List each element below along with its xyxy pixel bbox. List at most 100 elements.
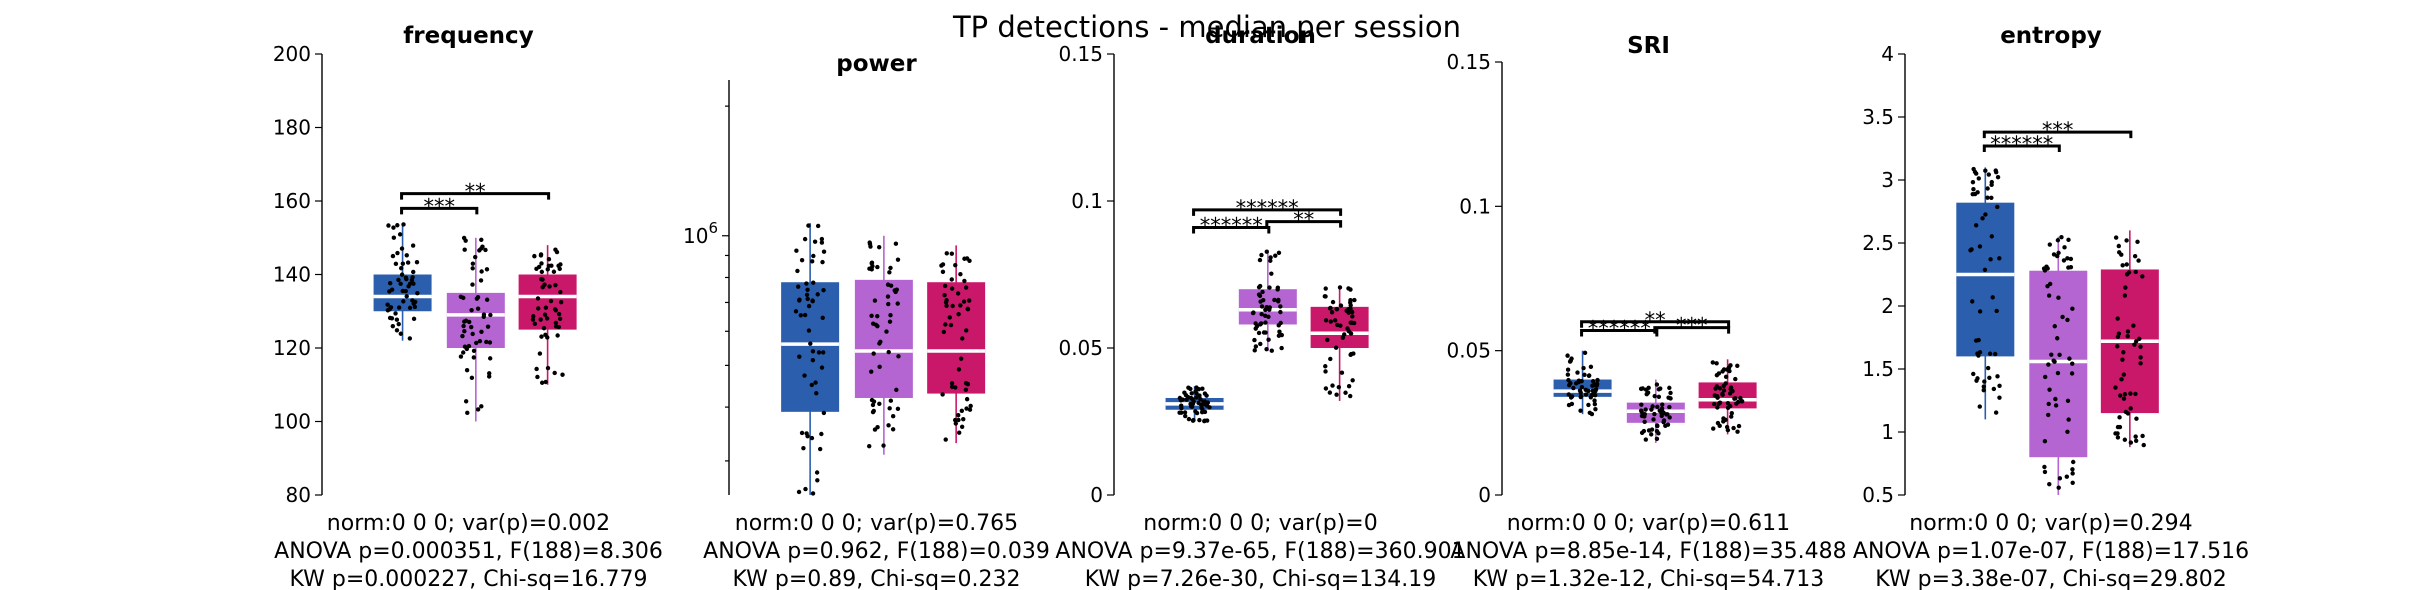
sample-dot (554, 324, 559, 329)
sample-dot (956, 367, 962, 372)
sample-dot (1989, 182, 1994, 188)
sample-dot (539, 380, 545, 385)
sample-dot (2046, 293, 2052, 298)
sample-dot (1207, 405, 1212, 410)
sample-dot (887, 319, 893, 324)
sample-dot (1276, 323, 1281, 328)
significance-bar (1653, 326, 1731, 334)
box-iqr (781, 282, 840, 412)
sample-dot (412, 304, 418, 310)
sample-dot (1264, 346, 1269, 352)
sample-dot (1577, 388, 1583, 393)
sample-dot (871, 408, 876, 414)
sample-dot (2122, 392, 2128, 397)
sample-dot (1335, 322, 1340, 328)
sample-dot (407, 336, 413, 341)
sample-dot (462, 247, 467, 252)
sample-dot (552, 370, 557, 376)
sample-dot (1196, 400, 1201, 406)
sample-dot (1593, 406, 1598, 412)
sample-dot (1649, 407, 1654, 412)
sample-dot (958, 356, 964, 361)
sample-dot (1594, 381, 1600, 387)
significance-label: *** (2042, 118, 2074, 142)
significance-bar (400, 192, 551, 200)
sample-dot (1193, 389, 1198, 394)
sample-dot (470, 282, 475, 287)
sample-dot (888, 398, 894, 403)
sample-dot (810, 357, 816, 363)
sample-dot (1993, 410, 1999, 415)
sample-dot (944, 303, 949, 308)
sample-dot (1259, 252, 1264, 258)
sample-dot (804, 292, 810, 298)
sample-dot (1344, 308, 1349, 313)
sample-dot (410, 243, 416, 248)
sample-dot (477, 338, 483, 344)
panel-title: frequency (403, 23, 533, 49)
sample-dot (1736, 423, 1742, 429)
sample-dot (399, 272, 405, 277)
box-iqr (927, 282, 986, 394)
sample-dot (2128, 406, 2133, 411)
sample-dot (537, 351, 543, 356)
sample-dot (2066, 265, 2071, 270)
sample-dot (875, 323, 880, 329)
sample-dot (959, 424, 965, 429)
sample-dot (949, 381, 955, 386)
sample-dot (1257, 257, 1263, 263)
sample-dot (465, 410, 470, 416)
sample-dot (548, 298, 554, 304)
sample-dot (481, 314, 486, 319)
sample-dot (461, 235, 467, 241)
sample-dot (1727, 368, 1732, 374)
sample-dot (2122, 293, 2128, 298)
sample-dot (1991, 386, 1997, 392)
sample-dot (821, 249, 827, 254)
sample-dot (1253, 326, 1258, 331)
sample-dot (2065, 429, 2070, 434)
sample-dot (553, 282, 558, 288)
sample-dot (1276, 250, 1282, 256)
sample-dot (2043, 374, 2048, 380)
sample-dot (1578, 408, 1583, 413)
sample-dot (1329, 310, 1335, 315)
sample-dot (1971, 371, 1976, 377)
sample-dot (1725, 427, 1731, 433)
sample-dot (1981, 388, 1986, 393)
sample-dot (1655, 423, 1660, 428)
significance-label: *** (1676, 314, 1708, 338)
sample-dot (811, 280, 816, 285)
y-tick-label: 0.15 (1446, 50, 1491, 74)
sample-dot (1642, 419, 1647, 424)
sample-dot (796, 489, 802, 495)
sample-dot (460, 333, 465, 339)
sample-dot (400, 288, 405, 294)
sample-dot (478, 278, 484, 283)
sample-dot (1579, 384, 1585, 390)
significance-bar (400, 206, 479, 215)
sample-dot (795, 284, 801, 289)
sample-dot (2115, 334, 2121, 339)
sample-dot (553, 320, 559, 326)
sample-dot (1575, 370, 1580, 375)
sample-dot (2138, 361, 2143, 366)
y-tick-label: 0.5 (1862, 483, 1894, 507)
box-group-1 (446, 235, 505, 422)
significance-bar (1580, 320, 1731, 328)
sample-dot (1338, 303, 1344, 308)
y-tick-label: 0.1 (1071, 189, 1103, 213)
sample-dot (1733, 376, 1738, 382)
sample-dot (1968, 248, 1973, 253)
significance-label: ** (1645, 308, 1666, 332)
sample-dot (1711, 401, 1717, 407)
sample-dot (942, 283, 948, 289)
sample-dot (486, 374, 492, 379)
sample-dot (1646, 385, 1651, 391)
y-tick-label: 4 (1881, 42, 1894, 66)
sample-dot (539, 334, 544, 339)
sample-dot (469, 375, 475, 380)
sample-dot (1350, 378, 1355, 383)
sample-dot (1177, 395, 1183, 401)
sample-dot (869, 313, 874, 318)
